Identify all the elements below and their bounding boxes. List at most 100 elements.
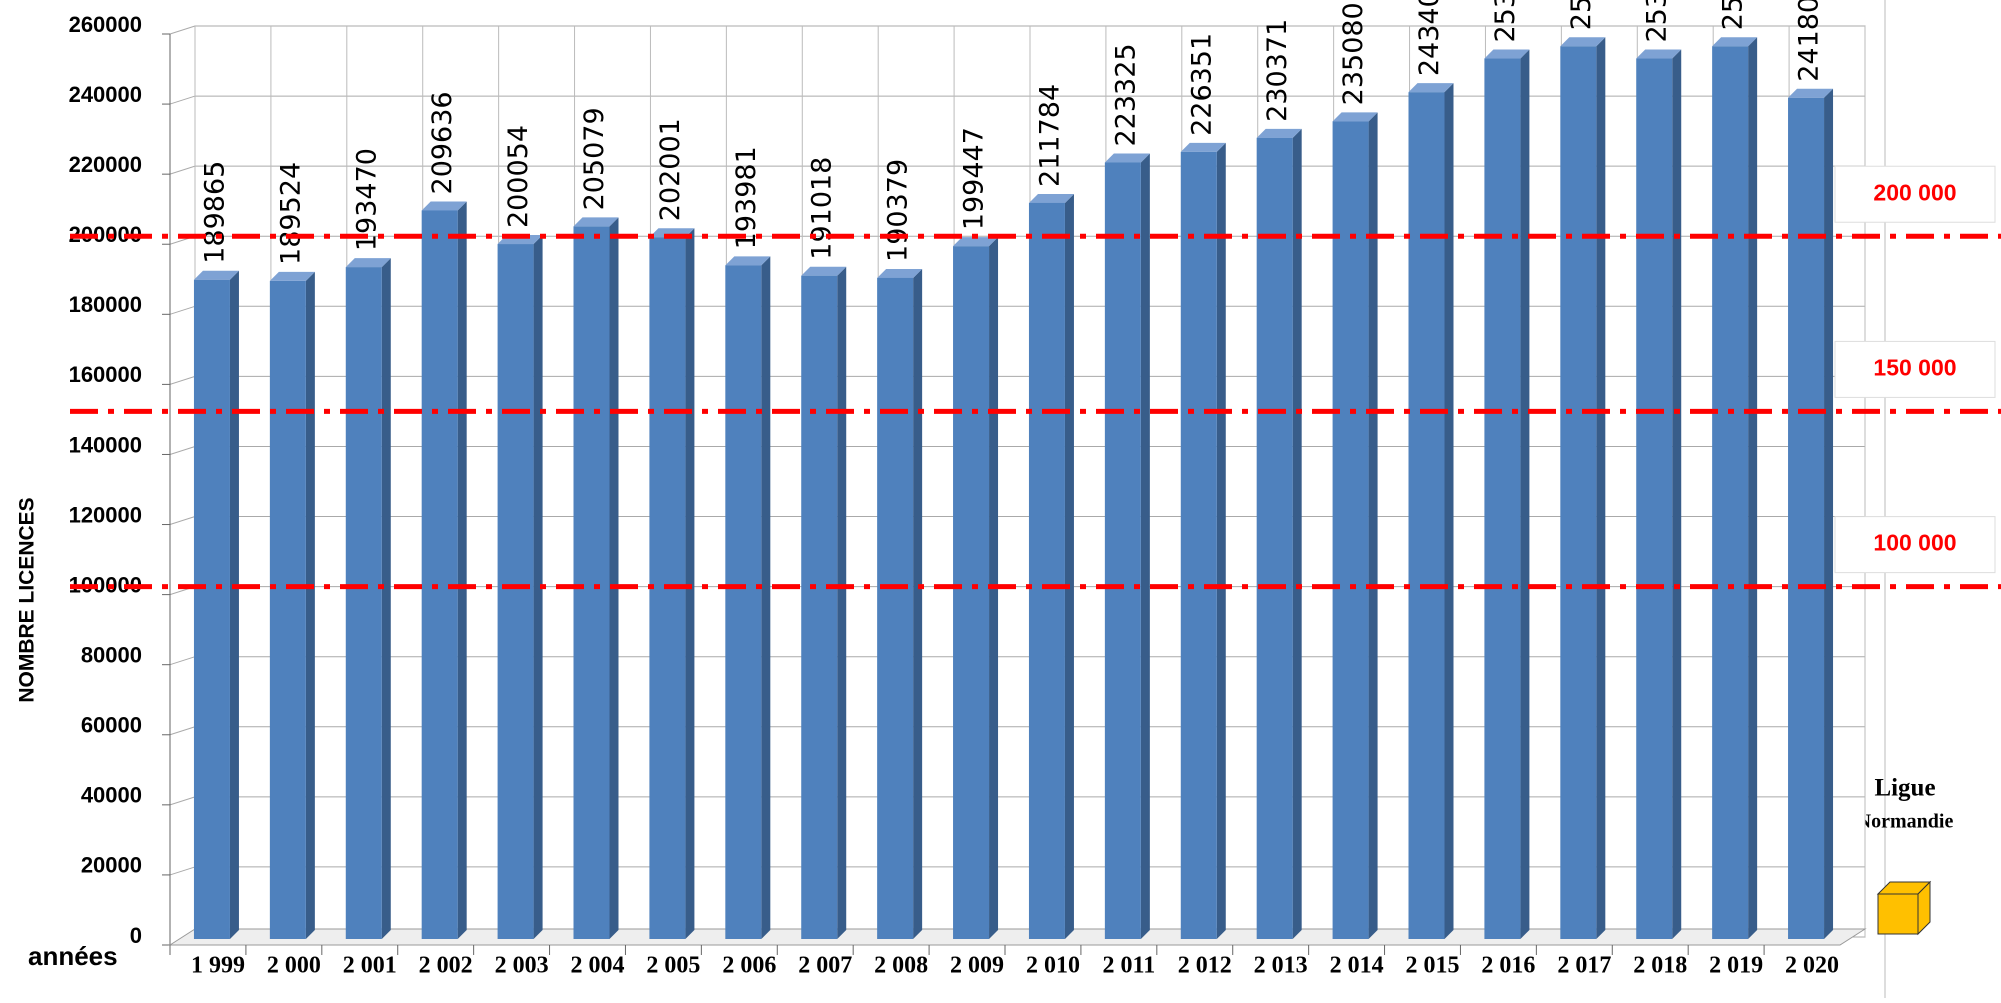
- bar-top: [1332, 112, 1378, 122]
- value-label: 200054: [503, 125, 534, 228]
- bar-top: [725, 256, 771, 266]
- bar-side: [1140, 153, 1150, 940]
- grid-line: [169, 656, 196, 666]
- bar-side: [381, 258, 391, 940]
- grid-line: [169, 866, 196, 876]
- bar: [725, 265, 762, 939]
- value-label: 205079: [579, 107, 610, 210]
- grid-line: [169, 445, 196, 455]
- bar: [953, 246, 990, 939]
- bar: [193, 279, 230, 939]
- value-label: 226351: [1186, 33, 1217, 136]
- y-tick-label: 20000: [81, 853, 142, 878]
- reference-box: [1834, 165, 1996, 223]
- y-tick-label: 0: [130, 923, 142, 948]
- bar: [1028, 202, 1065, 939]
- x-tick-label: 2 000: [267, 953, 321, 979]
- bar-top: [1484, 49, 1530, 59]
- bar-side: [1216, 142, 1226, 939]
- y-tick-label: 240000: [69, 82, 142, 107]
- bar-side: [1672, 49, 1682, 940]
- value-label: 235080: [1338, 2, 1369, 105]
- x-tick-label: 2 020: [1785, 953, 1839, 979]
- grid-line: [169, 796, 196, 806]
- bar-top: [421, 201, 467, 211]
- x-tick-label: 2 007: [798, 953, 852, 979]
- grid-line: [169, 516, 196, 526]
- y-tick-label: 60000: [81, 713, 142, 738]
- bar-side: [685, 228, 695, 939]
- x-tick-label: 2 003: [495, 953, 549, 979]
- bar-side: [1064, 193, 1074, 939]
- y-tick-label: 160000: [69, 362, 142, 387]
- reference-box: [1834, 340, 1996, 398]
- bar: [1636, 58, 1673, 940]
- x-tick-label: 2 011: [1103, 953, 1156, 979]
- x-tick-label: 2 012: [1178, 953, 1232, 979]
- value-label: 253000: [1490, 0, 1521, 43]
- value-label: 202001: [655, 118, 686, 221]
- y-tick-label: 260000: [69, 12, 142, 37]
- x-tick-label: 2 005: [646, 953, 700, 979]
- bar: [1180, 151, 1217, 939]
- bar-side: [837, 266, 847, 940]
- x-tick-label: 2 017: [1557, 953, 1611, 979]
- value-label: 256500: [1718, 0, 1749, 30]
- grid-line: [169, 95, 196, 105]
- x-tick-label: 2 006: [722, 953, 776, 979]
- bar-side: [1520, 49, 1530, 940]
- x-tick-label: 1 999: [191, 953, 245, 979]
- bar-side: [761, 256, 771, 939]
- bar-top: [1104, 153, 1150, 163]
- bar-top: [1712, 37, 1758, 47]
- bar: [1484, 58, 1521, 940]
- y-tick-label: 220000: [69, 152, 142, 177]
- x-tick-label: 2 016: [1481, 953, 1535, 979]
- x-tick-label: 2 015: [1406, 953, 1460, 979]
- bar-top: [1256, 128, 1302, 138]
- bar: [421, 210, 458, 939]
- legend-cube-front: [1877, 893, 1919, 935]
- bar-top: [1788, 88, 1834, 98]
- bar-top: [1028, 193, 1074, 203]
- bar-side: [913, 268, 923, 939]
- value-label: 253000: [1642, 0, 1673, 43]
- x-tick-label: 2 018: [1633, 953, 1687, 979]
- grid-line: [169, 305, 196, 315]
- bar-top: [1408, 83, 1454, 93]
- y-tick-label: 40000: [81, 783, 142, 808]
- grid-line: [169, 375, 196, 385]
- value-label: 256500: [1566, 0, 1597, 30]
- bar-top: [1560, 37, 1606, 47]
- bar: [1104, 162, 1141, 940]
- bar: [801, 275, 838, 940]
- legend-title: Ligue: [1874, 775, 1935, 802]
- bar: [497, 244, 534, 939]
- x-tick-label: 2 014: [1330, 953, 1384, 979]
- value-label: 190379: [883, 159, 914, 262]
- bar-side: [1368, 112, 1378, 939]
- bar: [1332, 121, 1369, 939]
- bar: [1408, 92, 1445, 940]
- x-tick-label: 2 019: [1709, 953, 1763, 979]
- bar-top: [1636, 49, 1682, 59]
- grid-line: [169, 726, 196, 736]
- bar-side: [305, 271, 315, 939]
- x-tick-label: 2 009: [950, 953, 1004, 979]
- bar-side: [1824, 88, 1834, 939]
- bar-top: [573, 217, 619, 227]
- bar-side: [609, 217, 619, 939]
- legend-cube-side: [1917, 880, 1931, 936]
- bar: [1712, 46, 1749, 939]
- y-tick-label: 120000: [69, 502, 142, 527]
- bar-side: [1444, 83, 1454, 940]
- bar: [573, 226, 610, 939]
- x-tick-label: 2 013: [1254, 953, 1308, 979]
- reference-label: 100 000: [1873, 530, 1956, 556]
- legend-subtitle: Normandie: [1857, 811, 1954, 833]
- value-label: 230371: [1262, 19, 1293, 122]
- reference-label: 150 000: [1873, 355, 1956, 381]
- bar: [1256, 137, 1293, 940]
- value-label: 209636: [427, 91, 458, 194]
- reference-box: [1834, 516, 1996, 574]
